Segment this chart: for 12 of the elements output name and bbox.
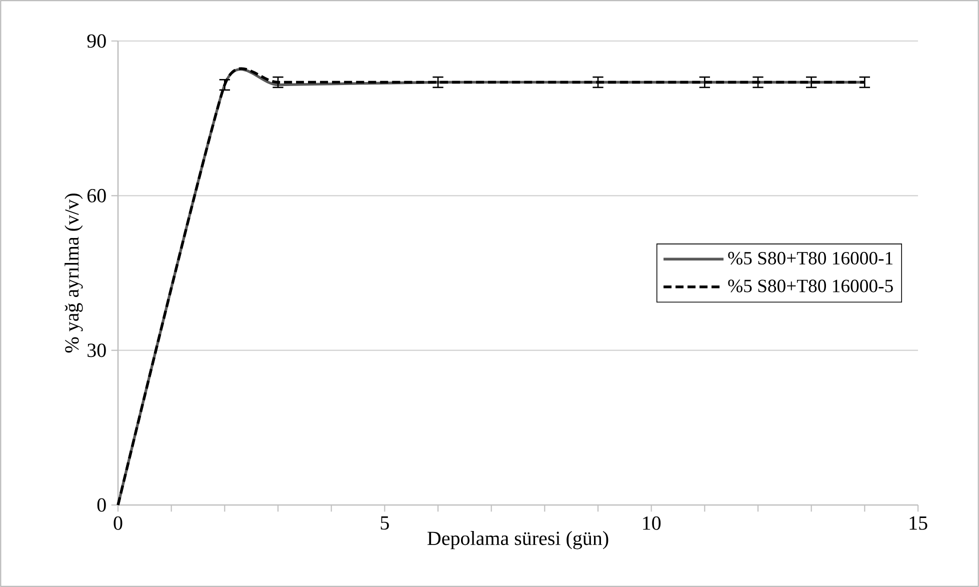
y-tick-label: 0: [97, 498, 106, 512]
x-tick-label: 0: [114, 516, 122, 530]
x-tick-label: 10: [643, 516, 661, 530]
x-tick-label: 5: [380, 516, 389, 530]
y-tick-label: 60: [87, 188, 106, 202]
y-tick-label: 30: [88, 344, 106, 358]
y-axis-title: % yağ ayrılma (v/v): [64, 194, 83, 353]
y-tick-label: 90: [87, 34, 106, 48]
x-axis-title: Depolama süresi (gün): [428, 531, 608, 550]
legend-label: %5 S80+T80 16000-1: [728, 252, 892, 265]
legend-label: %5 S80+T80 16000-5: [728, 280, 893, 292]
x-tick-label: 15: [910, 516, 928, 530]
